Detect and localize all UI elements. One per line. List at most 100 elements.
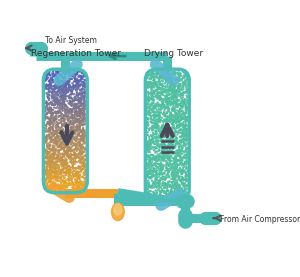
Point bbox=[73, 180, 78, 184]
Point bbox=[159, 125, 164, 129]
Point bbox=[151, 163, 155, 168]
Point bbox=[180, 121, 184, 125]
Point bbox=[163, 75, 168, 79]
Point bbox=[164, 91, 168, 95]
Point bbox=[172, 130, 177, 134]
Point bbox=[49, 186, 54, 191]
Point bbox=[77, 175, 82, 179]
Point bbox=[172, 168, 177, 173]
Point bbox=[64, 158, 69, 163]
Point bbox=[170, 108, 175, 113]
Point bbox=[79, 97, 84, 101]
Point bbox=[176, 82, 181, 87]
Point bbox=[51, 79, 56, 83]
Point bbox=[172, 117, 177, 122]
Point bbox=[160, 165, 165, 169]
Point bbox=[52, 181, 57, 185]
Point bbox=[48, 154, 52, 158]
Point bbox=[75, 79, 80, 84]
Point bbox=[169, 145, 174, 150]
Point bbox=[175, 162, 180, 166]
Point bbox=[68, 83, 72, 88]
Point bbox=[80, 184, 84, 189]
Point bbox=[165, 162, 170, 166]
Point bbox=[76, 117, 81, 121]
Point bbox=[46, 129, 51, 134]
Point bbox=[68, 154, 73, 158]
Point bbox=[78, 166, 83, 170]
Point bbox=[61, 78, 66, 82]
Point bbox=[77, 186, 82, 191]
Point bbox=[151, 83, 156, 88]
Point bbox=[67, 155, 71, 159]
Point bbox=[167, 97, 171, 101]
Point bbox=[52, 135, 57, 140]
Point bbox=[67, 134, 71, 138]
Point bbox=[156, 85, 161, 89]
Point bbox=[70, 180, 75, 185]
Point bbox=[153, 155, 158, 159]
Point bbox=[82, 176, 87, 180]
Point bbox=[181, 178, 185, 183]
Point bbox=[79, 74, 84, 79]
Point bbox=[71, 85, 76, 89]
Point bbox=[54, 176, 59, 180]
Point bbox=[71, 102, 76, 106]
Point bbox=[166, 108, 171, 113]
Point bbox=[169, 77, 174, 82]
Point bbox=[47, 109, 52, 113]
Point bbox=[146, 182, 151, 186]
Point bbox=[56, 157, 61, 161]
Point bbox=[170, 132, 175, 136]
Point bbox=[68, 132, 72, 137]
Point bbox=[57, 156, 62, 160]
Point bbox=[45, 163, 50, 168]
Point bbox=[176, 98, 181, 103]
Point bbox=[73, 174, 78, 178]
Point bbox=[83, 104, 88, 109]
Point bbox=[50, 158, 54, 162]
Point bbox=[49, 160, 54, 165]
Point bbox=[54, 106, 58, 110]
Point bbox=[154, 71, 159, 76]
Point bbox=[55, 122, 60, 127]
Point bbox=[162, 175, 167, 179]
Point bbox=[72, 114, 77, 118]
Point bbox=[180, 158, 185, 163]
Point bbox=[147, 145, 152, 149]
Point bbox=[43, 151, 48, 155]
Point bbox=[153, 150, 158, 155]
Point bbox=[76, 105, 81, 109]
Point bbox=[70, 163, 75, 168]
Point bbox=[63, 79, 68, 84]
Point bbox=[45, 166, 50, 170]
Point bbox=[74, 126, 79, 130]
Point bbox=[62, 91, 67, 95]
Point bbox=[63, 110, 68, 114]
Point bbox=[179, 171, 184, 176]
Point bbox=[150, 168, 155, 173]
Point bbox=[60, 103, 64, 108]
Point bbox=[70, 165, 75, 169]
Point bbox=[169, 101, 174, 106]
Point bbox=[165, 75, 170, 79]
Point bbox=[43, 172, 48, 177]
Point bbox=[55, 156, 60, 161]
Point bbox=[48, 78, 53, 83]
Point bbox=[146, 147, 151, 152]
Point bbox=[165, 161, 170, 166]
Point bbox=[44, 87, 48, 91]
Point bbox=[58, 186, 63, 191]
Point bbox=[182, 150, 187, 154]
Point bbox=[67, 70, 72, 75]
Point bbox=[73, 77, 77, 82]
Point bbox=[178, 92, 183, 96]
Point bbox=[52, 105, 57, 110]
Point bbox=[50, 174, 54, 178]
Point bbox=[44, 77, 49, 81]
Point bbox=[146, 80, 151, 84]
Point bbox=[54, 174, 58, 179]
Point bbox=[145, 154, 150, 158]
Point bbox=[71, 115, 76, 120]
Point bbox=[68, 115, 73, 119]
